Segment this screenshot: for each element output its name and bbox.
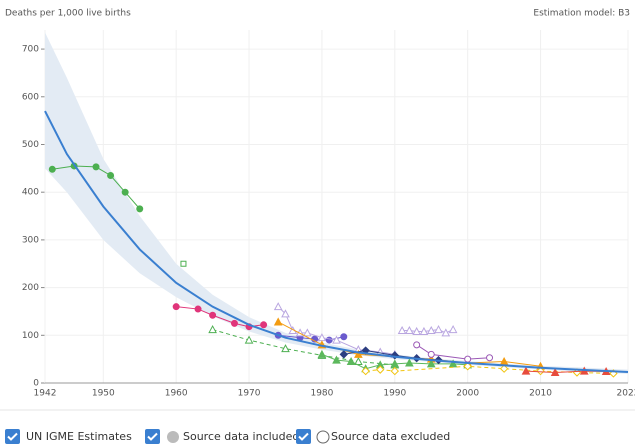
data-point (521, 366, 531, 375)
data-point (208, 325, 217, 334)
data-point (339, 350, 348, 359)
data-point (209, 311, 217, 319)
y-tick-label: 200 (22, 283, 39, 293)
data-point (405, 325, 414, 335)
x-tick-label: 2022 (617, 389, 635, 399)
data-point (194, 305, 202, 313)
data-point (361, 366, 370, 376)
data-point (332, 335, 341, 344)
data-point (303, 328, 312, 337)
data-point (426, 359, 436, 368)
data-point (448, 325, 458, 334)
data-point (419, 326, 429, 335)
data-point (48, 165, 56, 173)
data-point (536, 366, 545, 376)
data-point (273, 302, 283, 311)
plot (41, 30, 629, 384)
data-point (346, 356, 356, 366)
data-point (397, 325, 407, 335)
source-series (413, 341, 494, 363)
y-tick-label: 600 (22, 92, 39, 102)
source-series (180, 260, 187, 267)
series-line (52, 165, 141, 210)
data-point (434, 325, 443, 334)
legend-checkbox[interactable] (145, 429, 160, 444)
data-point (260, 321, 268, 329)
data-point (413, 341, 421, 349)
y-tick-label: 700 (22, 45, 39, 55)
x-tick-label: 1990 (383, 389, 406, 399)
x-tick-label: 1970 (238, 389, 261, 399)
data-point (317, 349, 327, 358)
data-point (426, 325, 436, 335)
legend: UN IGME Estimates Source data included S… (5, 429, 450, 444)
y-tick-label: 300 (22, 235, 39, 245)
y-tick-label: 100 (22, 331, 39, 341)
x-tick-label: 2000 (456, 389, 479, 399)
data-point (486, 354, 494, 362)
x-tick-label: 1980 (310, 389, 333, 399)
data-point (230, 319, 238, 327)
data-point (405, 358, 414, 367)
y-axis-label: Deaths per 1,000 live births (5, 9, 131, 19)
data-point (354, 349, 363, 358)
data-point (340, 333, 348, 341)
data-point (325, 336, 333, 344)
data-point (499, 364, 509, 373)
data-point (390, 366, 400, 376)
data-point (281, 309, 290, 318)
legend-label: UN IGME Estimates (26, 430, 132, 443)
legend-icon (167, 431, 179, 443)
uncertainty-band (45, 32, 628, 374)
data-point (180, 260, 187, 267)
data-point (412, 326, 422, 335)
y-tick-label: 0 (33, 379, 39, 389)
y-tick-label: 400 (22, 188, 39, 198)
series-line (416, 344, 490, 360)
legend-label: Source data excluded (331, 430, 450, 443)
data-point (92, 163, 100, 171)
y-tick-label: 500 (22, 140, 39, 150)
series-line (321, 353, 468, 370)
data-point (376, 365, 385, 374)
data-point (244, 335, 254, 344)
data-point (136, 205, 144, 213)
source-series (208, 325, 400, 369)
source-series (397, 325, 458, 337)
data-point (354, 356, 363, 366)
estimate-line (44, 110, 629, 374)
legend-checkbox[interactable] (296, 429, 311, 444)
x-tick-label: 1950 (92, 389, 115, 399)
x-tick-label: 2010 (529, 389, 552, 399)
legend-checkbox[interactable] (5, 429, 20, 444)
data-point (464, 355, 472, 363)
data-point (273, 317, 283, 326)
model-label: Estimation model: B3 (533, 9, 630, 19)
data-point (427, 350, 435, 358)
data-point (121, 188, 129, 196)
data-point (550, 367, 560, 377)
data-point (463, 362, 472, 371)
source-series (48, 162, 144, 213)
legend-icon (316, 430, 330, 444)
data-point (281, 344, 290, 353)
x-tick-label: 1960 (165, 389, 188, 399)
x-tick-label: 1942 (34, 389, 57, 399)
data-point (332, 355, 341, 364)
data-point (107, 171, 115, 179)
legend-label: Source data included (183, 430, 299, 443)
series-line (212, 329, 395, 366)
data-point (172, 303, 180, 311)
data-point (441, 328, 451, 337)
